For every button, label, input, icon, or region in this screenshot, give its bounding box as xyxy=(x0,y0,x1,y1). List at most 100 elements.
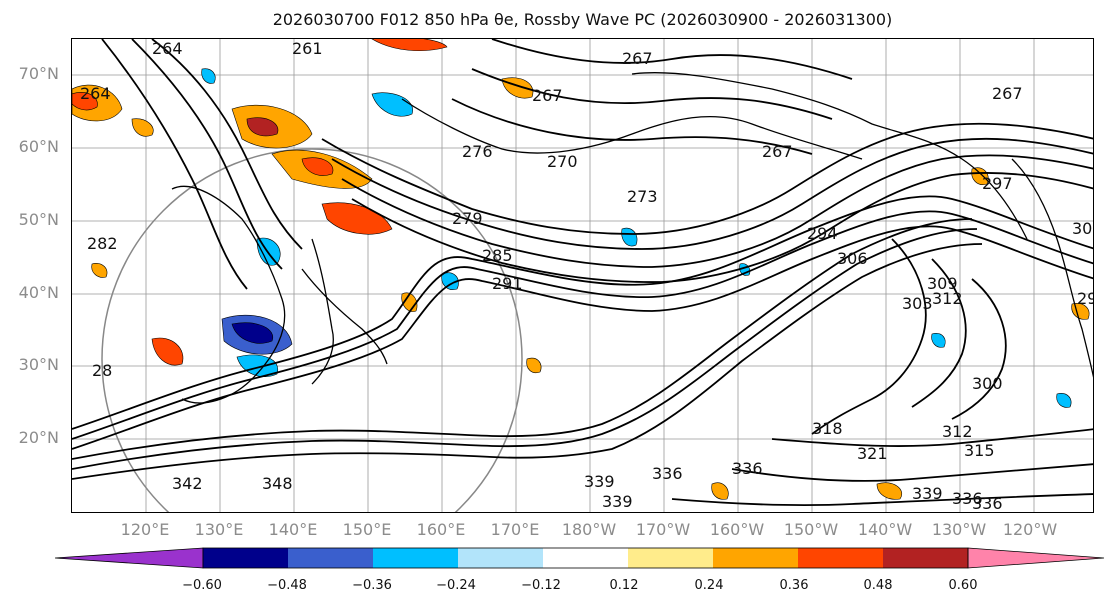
cbar-tick-m012: −0.12 xyxy=(521,578,561,593)
contour-label: 264 xyxy=(80,84,111,103)
colorbar-segment xyxy=(373,548,458,568)
contour-line xyxy=(131,39,283,270)
contour-label: 267 xyxy=(762,142,793,161)
contour-line xyxy=(951,278,1007,420)
contour-label: 264 xyxy=(152,39,183,58)
contour-label: 267 xyxy=(622,49,653,68)
contour-label: 267 xyxy=(532,86,563,105)
contour-label: 300 xyxy=(1072,219,1094,238)
cbar-tick-m048: −0.48 xyxy=(267,578,307,593)
contour-label: 336 xyxy=(952,489,983,508)
contour-label: 348 xyxy=(262,474,293,493)
colorbar-segment xyxy=(543,548,628,568)
contour-line xyxy=(771,428,1093,447)
contour-line xyxy=(321,122,1093,235)
colorbar-segment xyxy=(798,548,883,568)
lat-label-40n: 40°N xyxy=(18,283,59,302)
contour-label: 270 xyxy=(547,152,578,171)
contour-line xyxy=(731,463,1093,482)
cbar-tick-060: 0.60 xyxy=(948,578,978,593)
lon-label-160w: 160°W xyxy=(709,520,765,539)
contour-label: 285 xyxy=(482,246,513,265)
map-panel: 264 261 267 267 267 267 270 273 276 279 282 285 291 2… xyxy=(71,38,1094,513)
contour-label: 336 xyxy=(732,459,763,478)
cbar-tick-m060: −0.60 xyxy=(182,578,222,593)
contour-line xyxy=(911,258,967,408)
contour-line xyxy=(671,493,1093,507)
contour-label: 339 xyxy=(584,472,615,491)
contour-line xyxy=(331,137,1093,250)
contour-label: 321 xyxy=(857,444,888,463)
contour-label: 291 xyxy=(492,274,523,293)
contour-line xyxy=(72,195,1093,430)
lon-label-130e: 130°E xyxy=(194,520,244,539)
colorbar-segment xyxy=(628,548,713,568)
lon-label-140e: 140°E xyxy=(268,520,318,539)
colorbar-extend-low xyxy=(55,547,204,569)
lat-label-20n: 20°N xyxy=(18,428,59,447)
lon-label-170w: 170°W xyxy=(635,520,691,539)
lon-label-180w: 180°W xyxy=(561,520,617,539)
contour-line xyxy=(72,210,1093,440)
colorbar-segment xyxy=(713,548,798,568)
contour-label: 267 xyxy=(992,84,1023,103)
contour-line xyxy=(72,243,983,480)
contour-label: 312 xyxy=(932,289,963,308)
contour-line xyxy=(72,225,1093,450)
lon-label-150e: 150°E xyxy=(342,520,392,539)
lon-label-140w: 140°W xyxy=(857,520,913,539)
cbar-tick-m036: −0.36 xyxy=(352,578,392,593)
coastlines xyxy=(171,72,1093,404)
map-title: 2026030700 F012 850 hPa θe, Rossby Wave … xyxy=(272,10,893,29)
contour-line xyxy=(101,39,248,290)
contour-label: 294 xyxy=(807,224,838,243)
contour-line xyxy=(341,154,1093,268)
colorbar-frame xyxy=(202,547,969,569)
colorbar-segment xyxy=(203,548,288,568)
contour-line xyxy=(72,228,978,470)
contour-line xyxy=(72,218,973,460)
contour-line xyxy=(151,39,303,250)
colorbar-segment xyxy=(288,548,373,568)
map-canvas: 264 261 267 267 267 267 270 273 276 279 282 285 291 2… xyxy=(72,39,1094,513)
colorbar-segment xyxy=(458,548,543,568)
contour-line xyxy=(351,172,1093,283)
contour-label: 336 xyxy=(972,494,1003,513)
cbar-tick-024: 0.24 xyxy=(694,578,724,593)
lon-label-170e: 170°E xyxy=(490,520,540,539)
colorbar xyxy=(55,547,1105,569)
lon-label-120w: 120°W xyxy=(1002,520,1058,539)
cbar-tick-048: 0.48 xyxy=(863,578,893,593)
contour-label: 309 xyxy=(927,274,958,293)
lon-label-150w: 150°W xyxy=(783,520,839,539)
contour-label: 306 xyxy=(837,249,868,268)
contour-label: 342 xyxy=(172,474,203,493)
contour-label: 273 xyxy=(627,187,658,206)
lon-label-130w: 130°W xyxy=(931,520,987,539)
contour-line xyxy=(811,238,927,435)
contour-label: 315 xyxy=(964,441,995,460)
cbar-tick-036: 0.36 xyxy=(779,578,809,593)
theta-e-contours xyxy=(72,39,1093,507)
contour-label: 282 xyxy=(87,234,118,253)
contour-label: 336 xyxy=(652,464,683,483)
contour-label: 297 xyxy=(1077,289,1094,308)
contour-line xyxy=(471,68,833,120)
contour-label: 339 xyxy=(912,484,943,503)
lat-label-50n: 50°N xyxy=(18,210,59,229)
positive-anomaly-patches xyxy=(72,39,1090,500)
lat-label-30n: 30°N xyxy=(18,355,59,374)
contour-line xyxy=(451,98,813,155)
lat-label-60n: 60°N xyxy=(18,137,59,156)
contour-label: 28 xyxy=(92,361,112,380)
rossby-circle xyxy=(101,148,523,512)
contour-label: 339 xyxy=(602,492,633,511)
lon-label-120e: 120°E xyxy=(120,520,170,539)
contour-line xyxy=(491,39,853,80)
lat-label-70n: 70°N xyxy=(18,64,59,83)
contour-label: 312 xyxy=(942,422,973,441)
contour-label: 318 xyxy=(812,419,843,438)
contour-label: 279 xyxy=(452,209,483,228)
contour-label: 276 xyxy=(462,142,493,161)
cbar-tick-012: 0.12 xyxy=(609,578,639,593)
